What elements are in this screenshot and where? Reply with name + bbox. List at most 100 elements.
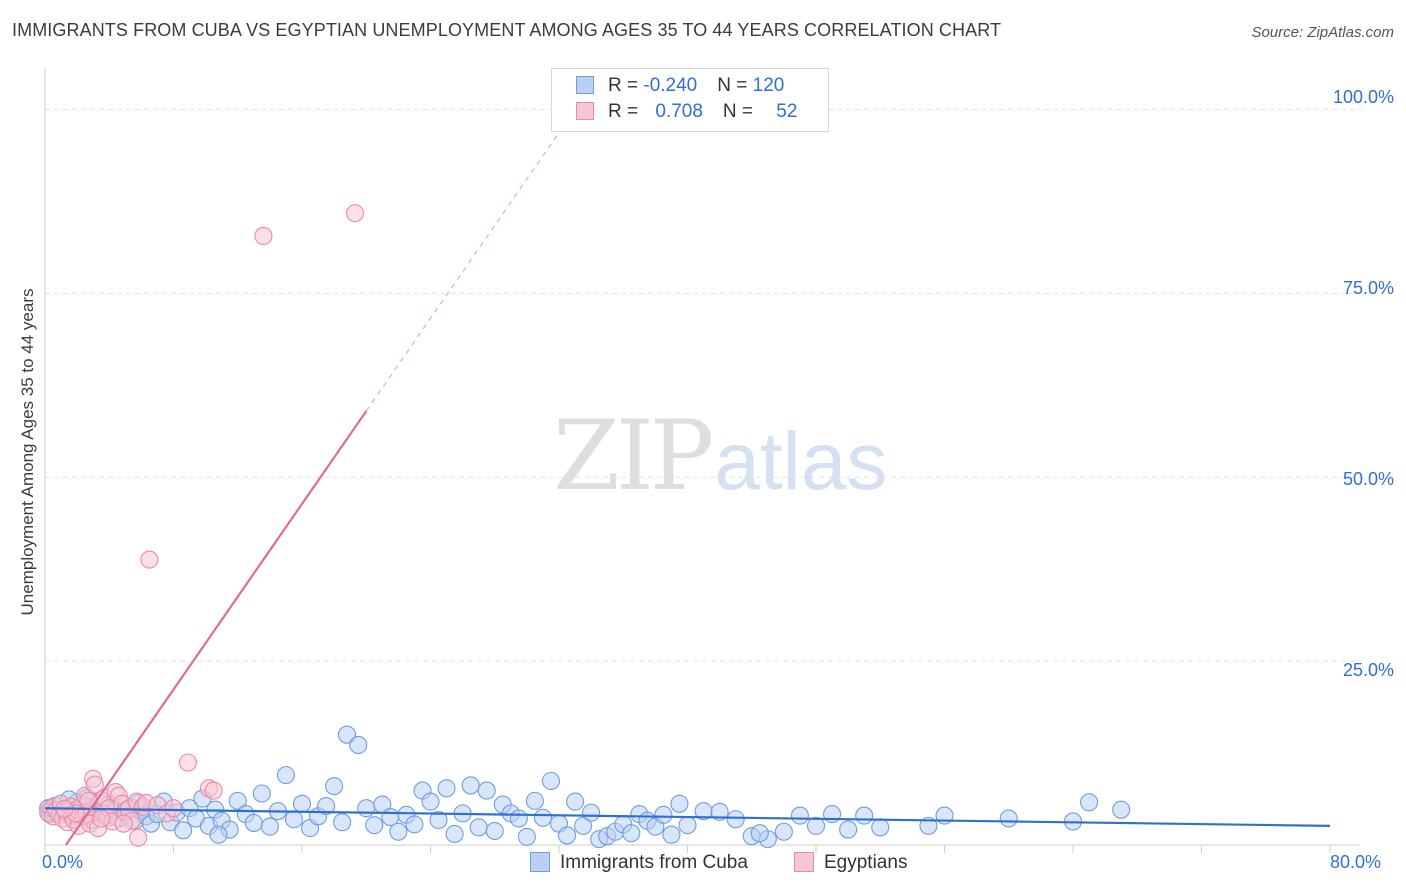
cuba-point (333, 813, 352, 832)
cuba-point (541, 771, 561, 791)
cuba-point (276, 766, 295, 785)
cuba-point (421, 792, 440, 811)
cuba-point (357, 799, 376, 818)
cuba-point (726, 810, 745, 829)
cuba-point (284, 810, 304, 829)
egyptian-point (79, 791, 98, 810)
cuba-point (445, 824, 464, 844)
egyptian-points (39, 204, 365, 847)
bottom-legend-label: Immigrants from Cuba (560, 852, 748, 873)
cuba-point (855, 806, 874, 825)
cuba-point (678, 816, 697, 835)
cuba-point (654, 805, 673, 824)
egyptian-point (178, 753, 198, 772)
watermark-atlas: atlas (714, 416, 888, 507)
y-tick-label: 50.0% (1342, 469, 1394, 489)
cuba-point (317, 796, 336, 816)
legend-swatch-pink (576, 102, 594, 120)
y-tick-label: 25.0% (1342, 660, 1394, 680)
cuba-point (209, 825, 228, 844)
cuba-point (325, 777, 344, 796)
legend-row-cuba: R = -0.240 N = 120 (576, 75, 784, 99)
legend-r-label: R = (608, 75, 644, 96)
y-tick-label: 100.0% (1332, 87, 1394, 107)
egyptian-point (92, 809, 111, 828)
bottom-legend-egyptians: Egyptians (794, 852, 907, 874)
cuba-point (566, 792, 585, 811)
cuba-point (174, 821, 193, 840)
cuba-point (662, 825, 681, 844)
bottom-legend-swatch-pink (794, 852, 814, 872)
cuba-point (517, 827, 536, 846)
cuba-point (252, 784, 271, 803)
bottom-legend-label: Egyptians (824, 852, 908, 873)
egyptian-point (114, 814, 133, 833)
cuba-point (405, 815, 424, 834)
x-tick-label-min: 0.0% (42, 852, 84, 872)
cuba-point (389, 822, 408, 841)
cuba-point (525, 791, 544, 810)
cuba-point (1080, 793, 1099, 812)
cuba-point (557, 826, 577, 845)
egyptian-point (345, 204, 365, 223)
cuba-point (337, 725, 357, 744)
cuba-point (871, 818, 890, 837)
chart-title: IMMIGRANTS FROM CUBA VS EGYPTIAN UNEMPLO… (12, 20, 1002, 40)
cuba-point (437, 779, 456, 798)
legend-n-value: 120 (752, 75, 785, 96)
bottom-legend-cuba: Immigrants from Cuba (530, 852, 748, 874)
y-tick-label: 75.0% (1342, 278, 1394, 298)
cuba-point (790, 806, 809, 825)
cuba-points (39, 725, 1131, 849)
cuba-point (509, 809, 528, 828)
cuba-point (750, 824, 769, 843)
egyptian-point (164, 799, 183, 818)
egyptian-trend-line (64, 410, 368, 846)
watermark: ZIPatlas (553, 400, 887, 512)
y-axis-label: Unemployment Among Ages 35 to 44 years (18, 288, 37, 616)
trend-lines (44, 109, 1331, 846)
cuba-point (429, 810, 448, 830)
cuba-point (622, 824, 641, 843)
cuba-point (839, 820, 858, 839)
axes (44, 68, 1360, 853)
egyptian-point (85, 775, 104, 794)
cuba-point (244, 813, 263, 832)
egyptian-point (140, 550, 159, 569)
legend-r-value: 0.708 (655, 101, 703, 122)
egyptian-trend-line-extension (365, 109, 576, 412)
cuba-point (1112, 800, 1131, 819)
cuba-point (477, 781, 496, 800)
cuba-point (806, 816, 826, 835)
gridlines (45, 108, 1362, 662)
cuba-point (292, 794, 312, 813)
legend-r-label: R = (608, 101, 644, 122)
cuba-trend-line (44, 807, 1331, 827)
legend-row-egyptians: R = 0.708 N = 52 (576, 101, 797, 125)
cuba-point (919, 816, 938, 835)
cuba-point (469, 818, 488, 837)
legend-n-value: 52 (776, 101, 798, 122)
legend-n-label: N = (722, 101, 759, 122)
cuba-point (582, 803, 601, 822)
watermark-zip: ZIP (553, 400, 714, 512)
cuba-point (774, 822, 793, 841)
cuba-point (670, 794, 689, 813)
cuba-point (365, 816, 384, 835)
cuba-point (260, 817, 279, 836)
cuba-point (574, 816, 593, 835)
egyptian-point (204, 781, 223, 800)
correlation-legend: R = -0.240 N = 120 R = 0.708 N = 52 (551, 68, 829, 132)
y-axis-label-wrap: Unemployment Among Ages 35 to 44 years (16, 92, 40, 812)
bottom-legend-swatch-blue (530, 852, 550, 872)
x-tick-label-max: 80.0% (1330, 852, 1382, 872)
cuba-point (999, 809, 1018, 828)
cuba-point (228, 791, 247, 810)
legend-n-label: N = (717, 75, 753, 96)
cuba-point (461, 776, 480, 795)
legend-swatch-blue (576, 76, 594, 94)
source-credit: Source: ZipAtlas.com (1251, 24, 1394, 41)
cuba-point (349, 735, 368, 755)
egyptian-point (254, 226, 273, 245)
